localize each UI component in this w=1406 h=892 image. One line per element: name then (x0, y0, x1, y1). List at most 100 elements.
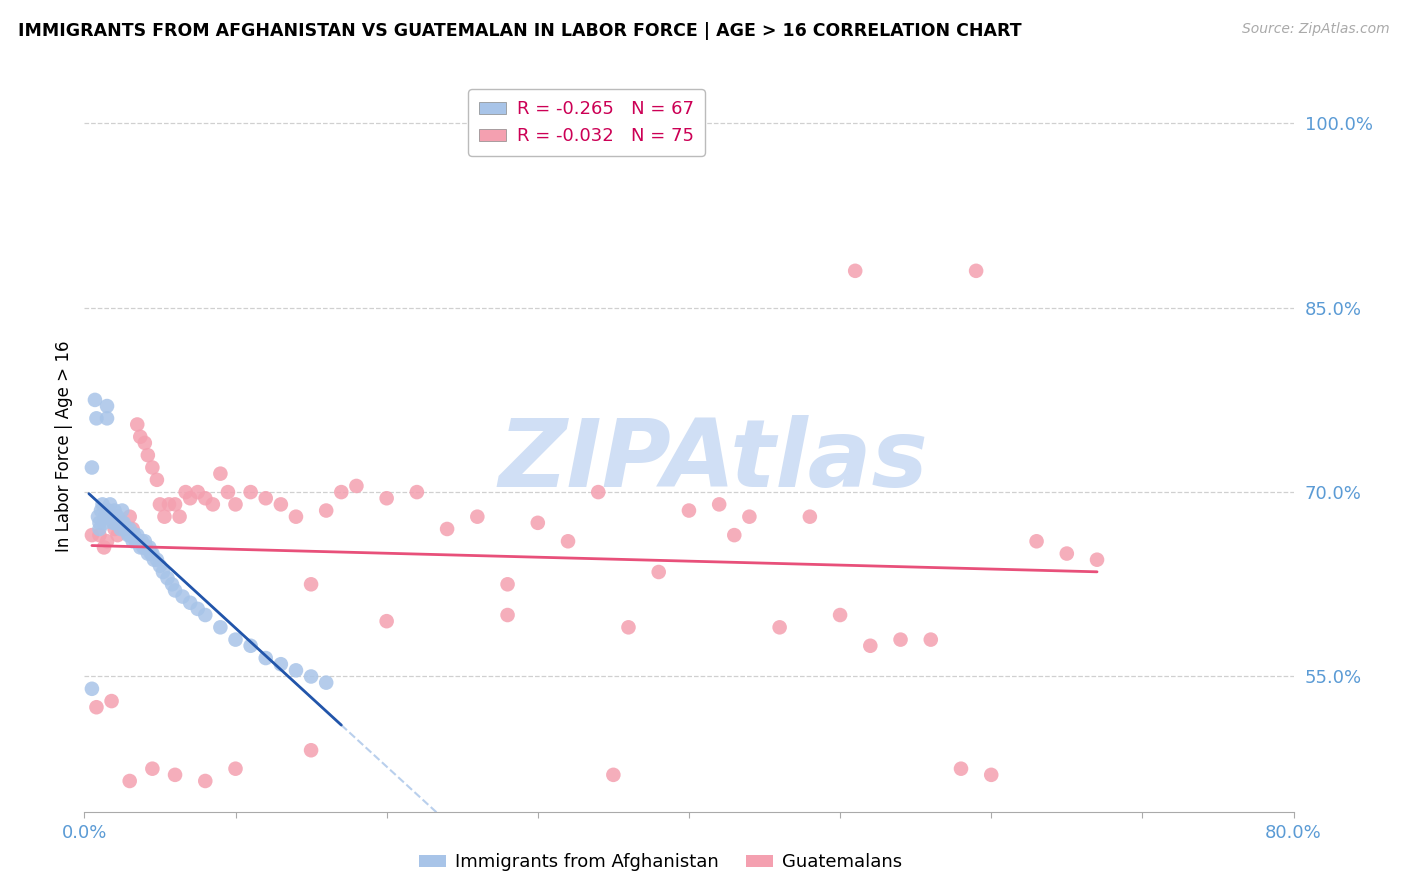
Point (86, 700, 108, 714)
Point (128, 534, 150, 549)
Point (111, 516, 134, 530)
Point (315, 503, 337, 517)
Point (134, 436, 156, 450)
Point (165, 583, 187, 598)
Point (225, 762, 247, 776)
Point (330, 485, 353, 500)
Point (111, 503, 134, 517)
Point (100, 509, 122, 524)
Point (135, 541, 157, 555)
Point (90, 503, 112, 517)
Point (115, 522, 138, 536)
Text: IMMIGRANTS FROM AFGHANISTAN VS GUATEMALAN IN LABOR FORCE | AGE > 16 CORRELATION : IMMIGRANTS FROM AFGHANISTAN VS GUATEMALA… (18, 22, 1022, 40)
Point (141, 762, 163, 776)
Point (799, 509, 821, 524)
Point (107, 509, 129, 524)
Point (110, 522, 132, 536)
Point (844, 264, 866, 278)
Point (830, 607, 852, 622)
Point (149, 497, 172, 511)
Point (239, 485, 262, 500)
Text: Source: ZipAtlas.com: Source: ZipAtlas.com (1241, 22, 1389, 37)
Point (179, 491, 201, 506)
Point (169, 509, 191, 524)
Point (93, 516, 115, 530)
Point (146, 552, 169, 566)
Point (890, 632, 912, 647)
Point (299, 669, 322, 683)
Point (920, 632, 942, 647)
Point (107, 528, 129, 542)
Point (617, 620, 640, 634)
Point (84, 392, 107, 407)
Point (120, 528, 142, 542)
Point (174, 485, 197, 500)
Point (118, 522, 141, 536)
Point (132, 541, 155, 555)
Point (496, 577, 519, 591)
Legend: Immigrants from Afghanistan, Guatemalans: Immigrants from Afghanistan, Guatemalans (412, 847, 910, 879)
Point (86, 411, 108, 425)
Point (87, 509, 110, 524)
Point (254, 651, 277, 665)
Point (160, 577, 183, 591)
Point (172, 590, 194, 604)
Point (89, 516, 111, 530)
Point (496, 607, 519, 622)
Point (201, 497, 224, 511)
Point (91, 497, 114, 511)
Point (165, 768, 187, 782)
Point (225, 497, 247, 511)
Point (118, 509, 141, 524)
Point (114, 522, 136, 536)
Point (125, 534, 148, 549)
Point (94, 509, 117, 524)
Point (153, 509, 176, 524)
Point (80, 681, 103, 696)
Point (375, 491, 398, 506)
Point (315, 675, 337, 690)
Point (254, 491, 277, 506)
Point (118, 774, 141, 789)
Point (467, 509, 489, 524)
Point (121, 534, 143, 549)
Point (104, 503, 127, 517)
Point (142, 552, 165, 566)
Point (138, 541, 160, 555)
Point (118, 528, 141, 542)
Point (299, 577, 322, 591)
Point (156, 571, 179, 585)
Point (127, 528, 149, 542)
Point (194, 774, 217, 789)
Point (157, 497, 180, 511)
Point (114, 522, 136, 536)
Point (299, 743, 322, 757)
Point (96, 411, 118, 425)
Point (209, 620, 232, 634)
Point (149, 558, 172, 573)
Point (89, 522, 111, 536)
Point (194, 607, 217, 622)
Point (89, 528, 111, 542)
Point (648, 565, 671, 579)
Point (139, 547, 162, 561)
Point (134, 541, 156, 555)
Point (105, 509, 128, 524)
Legend: R = -0.265   N = 67, R = -0.032   N = 75: R = -0.265 N = 67, R = -0.032 N = 75 (468, 89, 704, 156)
Point (101, 516, 124, 530)
Point (179, 596, 201, 610)
Point (134, 534, 156, 549)
Point (980, 768, 1002, 782)
Point (678, 503, 700, 517)
Point (285, 664, 308, 678)
Point (588, 485, 610, 500)
Point (723, 528, 745, 542)
Point (270, 657, 292, 672)
Point (187, 602, 209, 616)
Point (136, 448, 159, 462)
Point (709, 497, 731, 511)
Point (104, 516, 127, 530)
Point (136, 547, 159, 561)
Point (96, 399, 118, 413)
Point (270, 497, 292, 511)
